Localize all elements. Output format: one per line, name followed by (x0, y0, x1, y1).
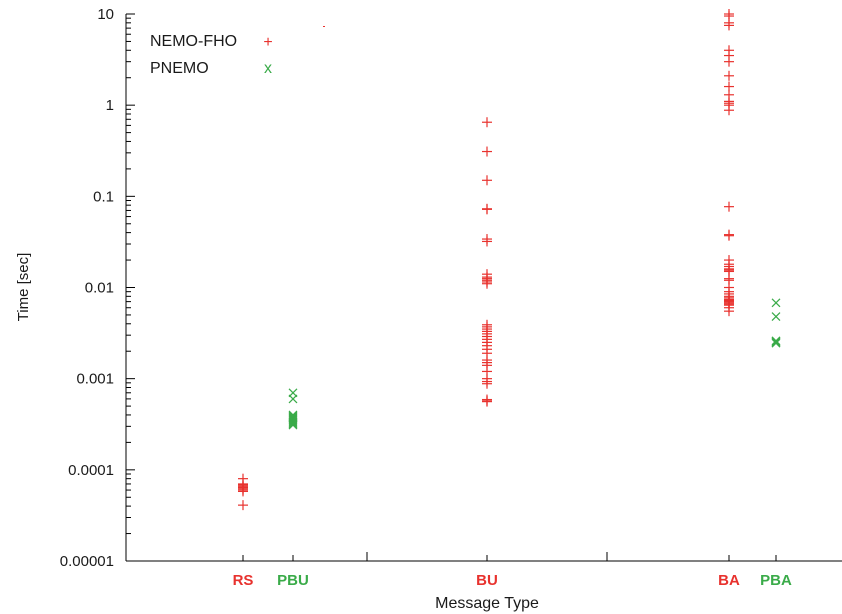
data-point (771, 298, 781, 308)
y-tick-label: 10 (97, 6, 114, 23)
legend-label: PNEMO (150, 60, 209, 77)
data-point (724, 230, 734, 241)
data-point-d2 (771, 298, 781, 308)
legend: NEMO-FHO + PNEMO x (150, 33, 273, 77)
y-axis-ticks: 0.00001 0.0001 0.001 0.01 0.1 1 10 (60, 6, 135, 570)
data-point-d2 (771, 338, 781, 348)
y-tick-label: 0.00001 (60, 553, 114, 570)
x-tick-label: PBU (277, 572, 309, 589)
data-point (724, 105, 734, 116)
legend-label: NEMO-FHO (150, 33, 237, 50)
data-point (288, 394, 298, 404)
data-point (771, 312, 781, 321)
x-axis-ticks: RS PBU BU BA PBA (233, 552, 792, 589)
data-point (724, 201, 734, 212)
data-point (724, 306, 734, 317)
y-tick-label: 0.1 (93, 188, 114, 205)
y-axis-label: Time [sec] (15, 253, 32, 322)
data-point-d2 (288, 420, 298, 430)
data-point (724, 56, 734, 67)
data-point (482, 175, 492, 186)
data-point-d2 (288, 394, 298, 404)
y-tick-label: 0.001 (76, 371, 114, 388)
data-point (238, 486, 248, 497)
x-tick-label: BU (476, 572, 498, 589)
data-point (482, 204, 492, 215)
data-points (238, 9, 781, 511)
x-tick-label: PBA (760, 572, 792, 589)
data-point-d2 (288, 419, 298, 429)
data-point-d2 (288, 416, 298, 426)
legend-symbol: x (264, 60, 272, 77)
data-point (482, 378, 492, 389)
legend-symbol: + (263, 34, 272, 51)
data-point (288, 416, 298, 426)
y-tick-label: 0.01 (85, 280, 114, 297)
x-tick-label: RS (233, 572, 254, 589)
data-point (482, 236, 492, 247)
data-point (288, 418, 298, 427)
data-point-d2 (771, 312, 781, 321)
x-axis-label: Message Type (435, 595, 539, 612)
data-point (288, 420, 298, 430)
data-point (724, 70, 734, 81)
data-point-d2 (288, 418, 298, 427)
data-point (482, 396, 492, 407)
data-point (288, 419, 298, 429)
data-point (724, 20, 734, 31)
y-tick-label: 1 (106, 97, 114, 114)
data-point (482, 117, 492, 128)
y-tick-label: 0.0001 (68, 462, 114, 479)
stray-mark (323, 26, 325, 27)
data-point (771, 338, 781, 348)
x-tick-label: BA (718, 572, 740, 589)
data-point (238, 500, 248, 511)
data-point (482, 278, 492, 289)
data-point (482, 146, 492, 157)
